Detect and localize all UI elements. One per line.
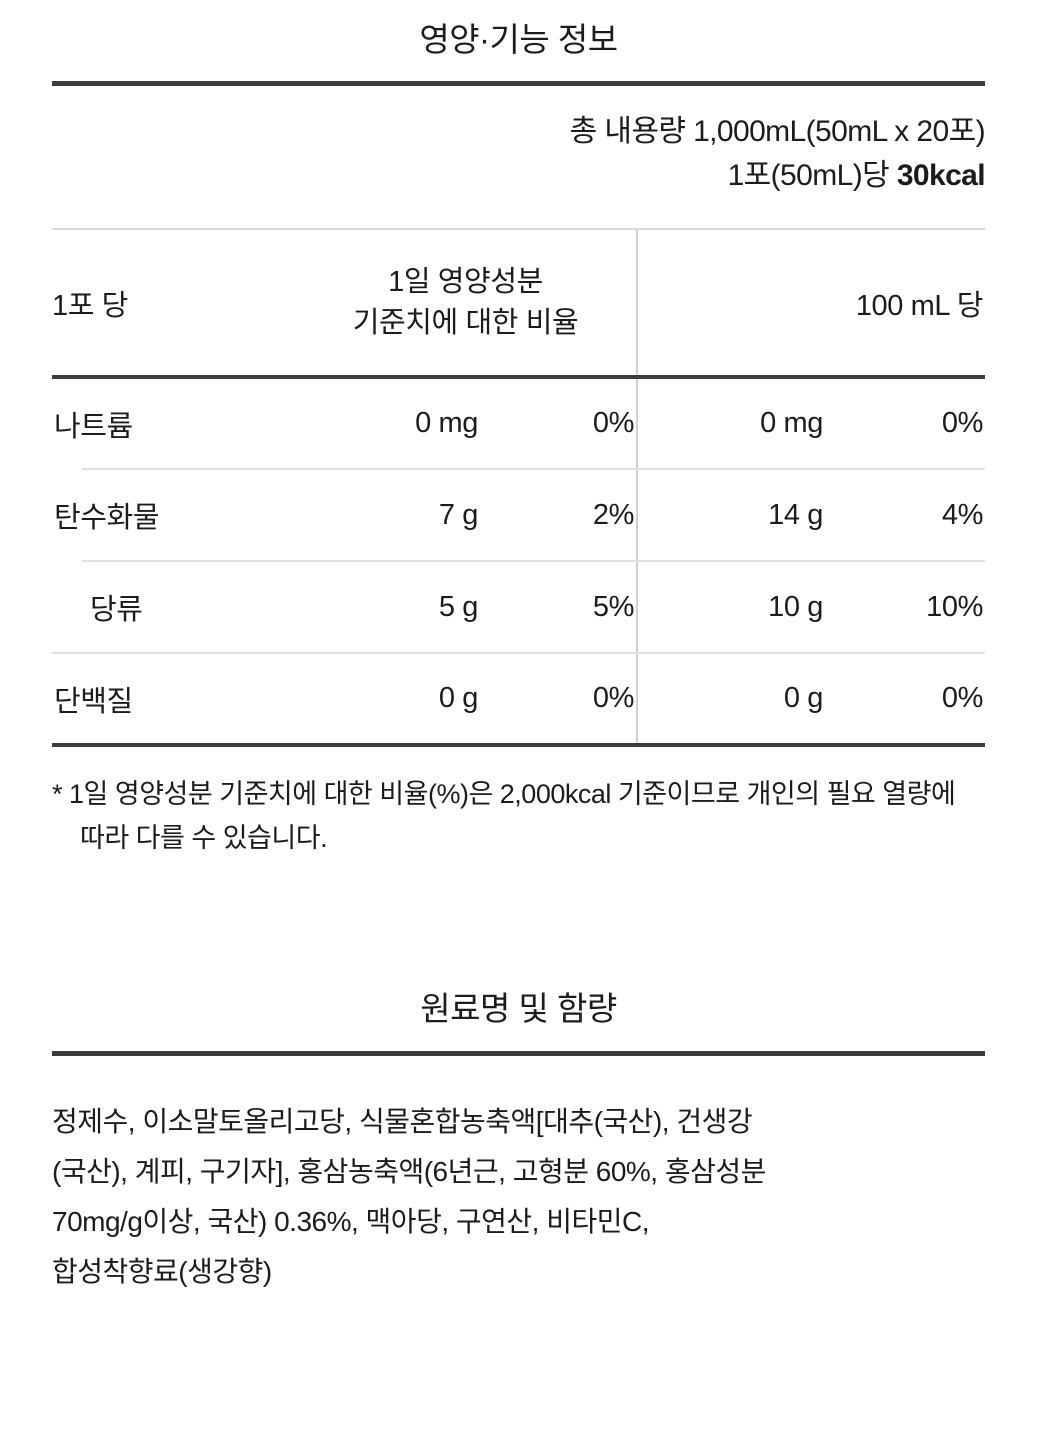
table-row: 탄수화물 7 g 2% 14 g 4% <box>52 469 986 563</box>
table-row: 단백질 0 g 0% 0 g 0% <box>52 653 986 748</box>
nutrient-percent-per-pack: 2% <box>482 469 637 563</box>
header-daily-value-ratio: 1일 영양성분 기준치에 대한 비율 <box>307 228 637 380</box>
nutrient-percent-per-pack: 0% <box>482 653 637 748</box>
nutrient-amount-per-100ml: 0 mg <box>636 377 827 471</box>
per-pack-prefix-text: 1포(50mL)당 <box>727 158 897 192</box>
serving-summary: 총 내용량 1,000mL(50mL x 20포) 1포(50mL)당 30kc… <box>52 110 986 199</box>
table-header-row: 1포 당 1일 영양성분 기준치에 대한 비율 100 mL 당 <box>52 228 986 380</box>
ingredients-section: 원료명 및 함량 정제수, 이소말토올리고당, 식물혼합농축액[대추(국산), … <box>0 989 1037 1297</box>
total-volume-text: 총 내용량 1,000mL(50mL x 20포) <box>569 114 986 148</box>
nutrition-facts-table: 1포 당 1일 영양성분 기준치에 대한 비율 100 mL 당 나트륨 0 m… <box>52 228 986 748</box>
nutrient-percent-per-pack: 5% <box>482 561 637 655</box>
nutrient-amount-per-100ml: 0 g <box>636 653 827 748</box>
nutrient-amount-per-100ml: 10 g <box>636 561 827 655</box>
nutrient-amount-per-pack: 5 g <box>307 561 482 655</box>
ingredients-line: 합성착향료(생강향) <box>52 1255 272 1287</box>
header-per-pack: 1포 당 <box>52 228 307 380</box>
nutrition-section: 영양·기능 정보 총 내용량 1,000mL(50mL x 20포) 1포(50… <box>52 21 986 854</box>
nutrient-amount-per-pack: 0 mg <box>307 377 482 471</box>
nutrient-amount-per-pack: 0 g <box>307 653 482 748</box>
nutrition-section-title: 영양·기능 정보 <box>419 21 618 58</box>
nutrient-name: 당류 <box>52 561 307 655</box>
ingredients-section-title: 원료명 및 함량 <box>420 989 617 1027</box>
nutrient-name: 나트륨 <box>52 377 307 471</box>
ingredients-line: (국산), 계피, 구기자], 홍삼농축액(6년근, 고형분 60%, 홍삼성분 <box>52 1156 766 1188</box>
per-pack-calories-value: 30kcal <box>896 158 986 192</box>
nutrient-percent-per-100ml: 10% <box>827 561 986 655</box>
header-per-100ml: 100 mL 당 <box>635 228 986 380</box>
nutrition-title-divider <box>52 80 985 86</box>
nutrient-name: 단백질 <box>52 653 307 748</box>
nutrient-name: 탄수화물 <box>52 469 307 563</box>
nutrient-percent-per-100ml: 0% <box>827 653 986 748</box>
nutrient-percent-per-100ml: 0% <box>827 377 986 471</box>
nutrient-percent-per-pack: 0% <box>482 377 637 471</box>
ingredients-line: 정제수, 이소말토올리고당, 식물혼합농축액[대추(국산), 건생강 <box>52 1106 753 1138</box>
nutrient-percent-per-100ml: 4% <box>827 469 986 563</box>
header-ratio-line-1: 1일 영양성분 <box>388 265 543 298</box>
ingredients-line: 70mg/g이상, 국산) 0.36%, 맥아당, 구연산, 비타민C, <box>52 1206 650 1238</box>
table-row: 당류 5 g 5% 10 g 10% <box>52 561 986 655</box>
ingredients-list: 정제수, 이소말토올리고당, 식물혼합농축액[대추(국산), 건생강 (국산),… <box>52 1097 985 1296</box>
nutrient-amount-per-pack: 7 g <box>307 469 482 563</box>
per-pack-calories-row: 1포(50mL)당 30kcal <box>52 154 986 198</box>
daily-value-footnote: * 1일 영양성분 기준치에 대한 비율(%)은 2,000kcal 기준이므로… <box>52 779 956 854</box>
header-ratio-line-2: 기준치에 대한 비율 <box>352 306 579 339</box>
table-row: 나트륨 0 mg 0% 0 mg 0% <box>52 377 986 471</box>
nutrient-amount-per-100ml: 14 g <box>636 469 827 563</box>
ingredients-title-divider <box>52 1051 985 1057</box>
